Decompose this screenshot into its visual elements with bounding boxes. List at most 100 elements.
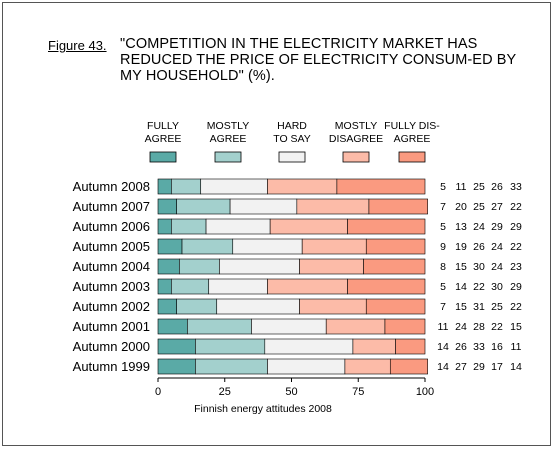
bar-segment [232, 238, 303, 255]
value-label: 31 [473, 301, 485, 313]
legend-swatch-2 [214, 151, 242, 163]
bar-segment [229, 198, 298, 215]
bar-segment [157, 178, 172, 195]
bar-segment [267, 358, 346, 375]
value-label: 14 [437, 361, 449, 373]
value-label: 11 [456, 181, 467, 193]
row-label: Autumn 2008 [73, 179, 150, 194]
value-label: 24 [473, 221, 485, 233]
value-label: 29 [473, 361, 485, 373]
value-label: 25 [473, 201, 485, 213]
x-tick-label: 50 [285, 386, 297, 398]
x-tick-label: 0 [155, 386, 161, 398]
bar-segment [157, 198, 177, 215]
bar-segment [208, 278, 268, 295]
bar-segment [200, 178, 268, 195]
value-label: 24 [491, 261, 503, 273]
value-label: 15 [510, 321, 522, 333]
bar-segment [299, 258, 364, 275]
row-label: Autumn 2006 [73, 219, 150, 234]
value-label: 8 [440, 261, 446, 273]
value-label: 30 [473, 261, 485, 273]
row-label: Autumn 2000 [73, 339, 150, 354]
bar-segment [299, 298, 367, 315]
bar-segment [389, 358, 428, 375]
value-label: 29 [491, 221, 503, 233]
value-label: 23 [510, 261, 522, 273]
bar-segment [347, 278, 426, 295]
bar-segment [171, 218, 207, 235]
legend-label-1-line-1: FULLY [147, 120, 179, 132]
value-label: 22 [510, 241, 522, 253]
figure-label: Figure 43. [48, 38, 107, 53]
legend-label-3-line-2: TO SAY [273, 133, 311, 145]
bar-segment [264, 338, 354, 355]
value-label: 27 [491, 201, 503, 213]
value-label: 22 [510, 301, 522, 313]
value-label: 14 [510, 361, 522, 373]
chart-title: "COMPETITION IN THE ELECTRICITY MARKET H… [120, 36, 517, 84]
value-label: 7 [440, 201, 446, 213]
value-label: 25 [473, 181, 485, 193]
value-label: 15 [455, 301, 467, 313]
legend-label-5-line-2: AGREE [394, 133, 431, 145]
bar-segment [176, 198, 231, 215]
row-label: Autumn 2005 [73, 239, 150, 254]
bar-segment [347, 218, 426, 235]
bar-segment [325, 318, 386, 335]
bar-segment [251, 318, 327, 335]
value-label: 11 [438, 321, 449, 333]
legend-swatch-3 [278, 151, 306, 163]
legend-label-1-line-2: AGREE [145, 133, 182, 145]
bar-segment [157, 258, 180, 275]
x-tick-label: 75 [352, 386, 364, 398]
bar-segment [171, 278, 210, 295]
value-label: 27 [455, 361, 467, 373]
row-label: Autumn 2007 [73, 199, 150, 214]
bar-segment [368, 198, 428, 215]
bar-segment [205, 218, 271, 235]
value-label: 14 [437, 341, 449, 353]
bar-segment [157, 218, 172, 235]
bar-segment [344, 358, 391, 375]
bar-segment [179, 258, 220, 275]
legend-label-2-line-2: AGREE [210, 133, 247, 145]
bar-segment [395, 338, 426, 355]
value-label: 25 [491, 301, 503, 313]
legend-swatch-4 [342, 151, 370, 163]
bar-segment [219, 258, 300, 275]
value-label: 19 [455, 241, 467, 253]
bar-segment [365, 298, 426, 315]
value-label: 26 [473, 241, 485, 253]
value-label: 22 [491, 321, 503, 333]
value-label: 26 [491, 181, 503, 193]
value-label: 24 [455, 321, 467, 333]
value-label: 13 [455, 221, 467, 233]
value-label: 17 [491, 361, 503, 373]
legend-label-4-line-2: DISAGREE [329, 133, 383, 145]
value-label: 29 [510, 221, 522, 233]
value-label: 22 [510, 201, 522, 213]
bar-segment [363, 258, 426, 275]
bar-segment [267, 278, 348, 295]
bar-segment [157, 238, 183, 255]
legend-swatch-1 [149, 151, 177, 163]
legend-swatch-5 [398, 151, 426, 163]
value-label: 14 [455, 281, 467, 293]
value-label: 33 [510, 181, 522, 193]
bar-segment [187, 318, 252, 335]
x-tick-label: 25 [219, 386, 231, 398]
value-label: 5 [440, 281, 446, 293]
value-label: 9 [440, 241, 446, 253]
bar-segment [296, 198, 370, 215]
bar-segment [269, 218, 348, 235]
value-label: 33 [473, 341, 485, 353]
bar-segment [216, 298, 300, 315]
bar-segment [195, 358, 268, 375]
row-label: Autumn 1999 [73, 359, 150, 374]
value-label: 29 [510, 281, 522, 293]
row-label: Autumn 2002 [73, 299, 150, 314]
bar-segment [384, 318, 426, 335]
bar-segment [171, 178, 202, 195]
